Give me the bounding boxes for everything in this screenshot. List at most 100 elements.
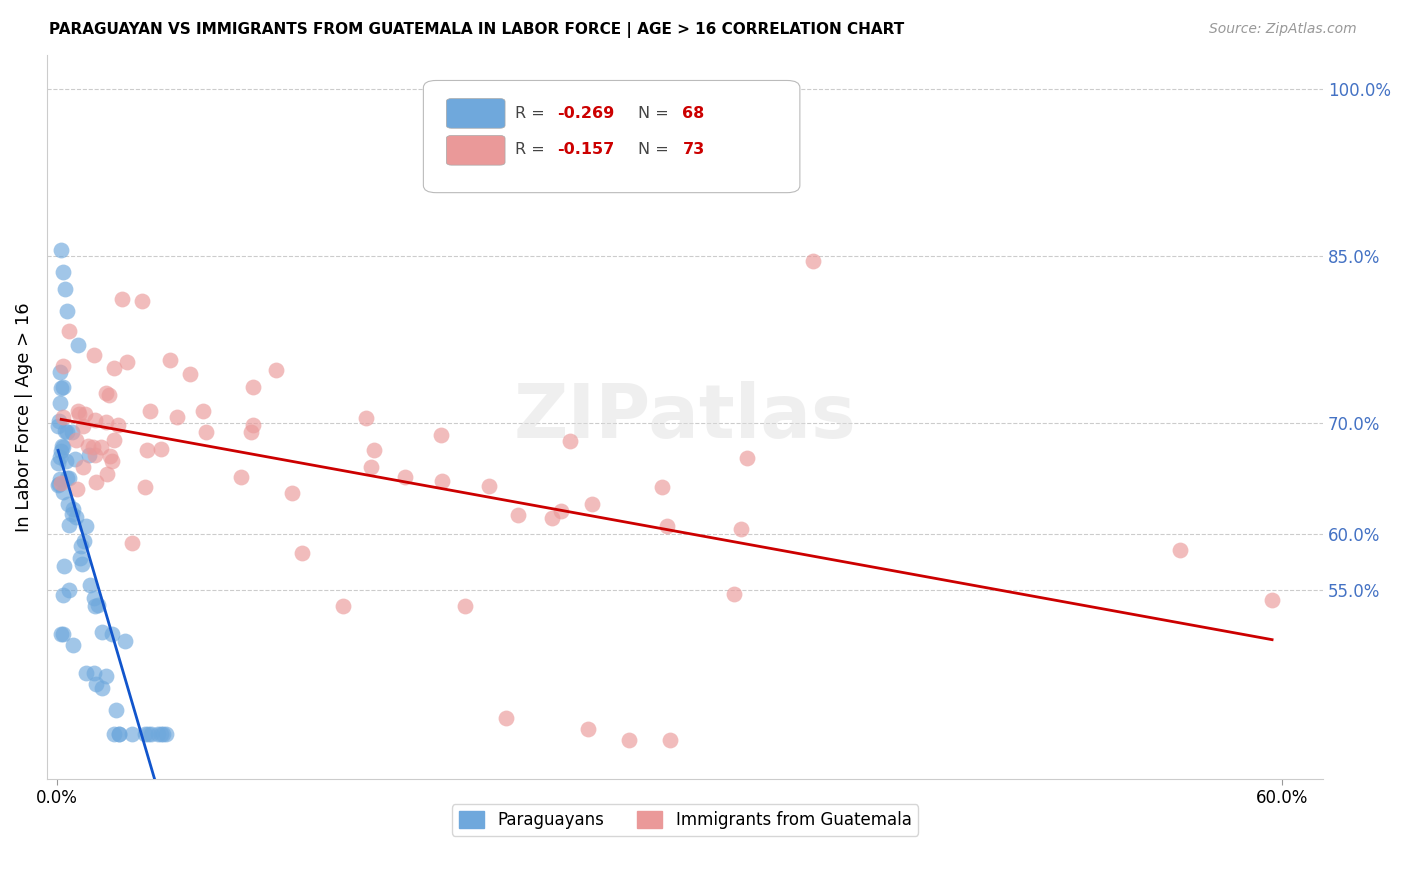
Point xyxy=(134,727,156,741)
Point xyxy=(72,418,94,433)
Point xyxy=(332,599,354,614)
Point xyxy=(49,450,72,465)
Point xyxy=(84,475,107,489)
Point xyxy=(51,627,73,641)
Point xyxy=(91,681,114,695)
Legend: Paraguayans, Immigrants from Guatemala: Paraguayans, Immigrants from Guatemala xyxy=(451,805,918,836)
Point xyxy=(121,536,143,550)
Point xyxy=(149,442,172,456)
Point xyxy=(58,324,80,338)
Text: R =: R = xyxy=(515,105,550,120)
Text: N =: N = xyxy=(638,143,673,158)
Point xyxy=(96,385,118,400)
Point xyxy=(65,433,87,447)
Point xyxy=(82,440,104,454)
Point xyxy=(136,442,159,457)
Point xyxy=(53,282,76,296)
Point xyxy=(52,627,75,641)
Point xyxy=(51,476,73,491)
Point xyxy=(70,557,93,571)
Point xyxy=(658,733,681,747)
Point xyxy=(495,711,517,725)
Point xyxy=(53,559,76,574)
Point xyxy=(617,733,640,747)
Point xyxy=(737,451,759,466)
Point xyxy=(105,703,128,717)
Point xyxy=(73,407,96,421)
Point xyxy=(103,360,125,375)
FancyBboxPatch shape xyxy=(446,99,505,128)
Point xyxy=(478,479,501,493)
Point xyxy=(77,439,100,453)
Point xyxy=(454,599,477,614)
Point xyxy=(73,533,96,548)
Point xyxy=(179,367,201,381)
Point xyxy=(69,551,91,566)
Point xyxy=(79,578,101,592)
Point xyxy=(98,450,121,464)
Point xyxy=(103,727,125,741)
Point xyxy=(46,418,69,433)
Point xyxy=(66,482,89,496)
Point xyxy=(67,403,90,417)
Point xyxy=(429,428,451,442)
Point xyxy=(139,404,162,418)
Point xyxy=(75,519,97,533)
Point xyxy=(550,504,572,518)
Point xyxy=(49,472,72,486)
Point xyxy=(91,625,114,640)
Point xyxy=(394,470,416,484)
Text: 68: 68 xyxy=(682,105,704,120)
Point xyxy=(83,448,105,462)
Point xyxy=(354,410,377,425)
Point xyxy=(723,587,745,601)
Point xyxy=(55,425,77,439)
Point xyxy=(66,337,89,351)
Point xyxy=(63,451,86,466)
Point xyxy=(111,292,134,306)
Point xyxy=(52,265,75,279)
Text: N =: N = xyxy=(638,105,673,120)
Point xyxy=(48,414,70,428)
Point xyxy=(655,519,678,533)
Point xyxy=(58,517,80,532)
Point xyxy=(108,727,131,741)
Point xyxy=(101,626,124,640)
Point xyxy=(52,410,75,425)
Point xyxy=(52,359,75,373)
Point xyxy=(58,471,80,485)
Point xyxy=(1168,543,1191,558)
Point xyxy=(83,666,105,681)
Point xyxy=(67,407,90,421)
Point xyxy=(191,404,214,418)
Point xyxy=(56,471,79,485)
Point xyxy=(58,498,80,512)
Point xyxy=(52,484,75,499)
Point xyxy=(149,727,172,741)
Point xyxy=(155,727,177,741)
Point xyxy=(540,511,562,525)
Point xyxy=(101,453,124,467)
Point xyxy=(49,396,72,410)
Text: ZIPatlas: ZIPatlas xyxy=(513,381,856,453)
Point xyxy=(576,722,599,736)
Point xyxy=(651,480,673,494)
Point xyxy=(87,598,110,612)
Point xyxy=(96,467,118,482)
Point xyxy=(65,509,87,524)
Text: PARAGUAYAN VS IMMIGRANTS FROM GUATEMALA IN LABOR FORCE | AGE > 16 CORRELATION CH: PARAGUAYAN VS IMMIGRANTS FROM GUATEMALA … xyxy=(49,22,904,38)
Point xyxy=(86,676,108,690)
Text: -0.157: -0.157 xyxy=(557,143,614,158)
FancyBboxPatch shape xyxy=(446,136,505,165)
Point xyxy=(581,497,603,511)
Point xyxy=(49,381,72,395)
Point xyxy=(152,727,174,741)
Point xyxy=(48,365,70,379)
Point xyxy=(52,588,75,602)
Point xyxy=(239,425,262,439)
Y-axis label: In Labor Force | Age > 16: In Labor Force | Age > 16 xyxy=(15,302,32,532)
Point xyxy=(52,440,75,454)
Point xyxy=(58,583,80,598)
Point xyxy=(360,459,382,474)
Point xyxy=(242,417,264,432)
